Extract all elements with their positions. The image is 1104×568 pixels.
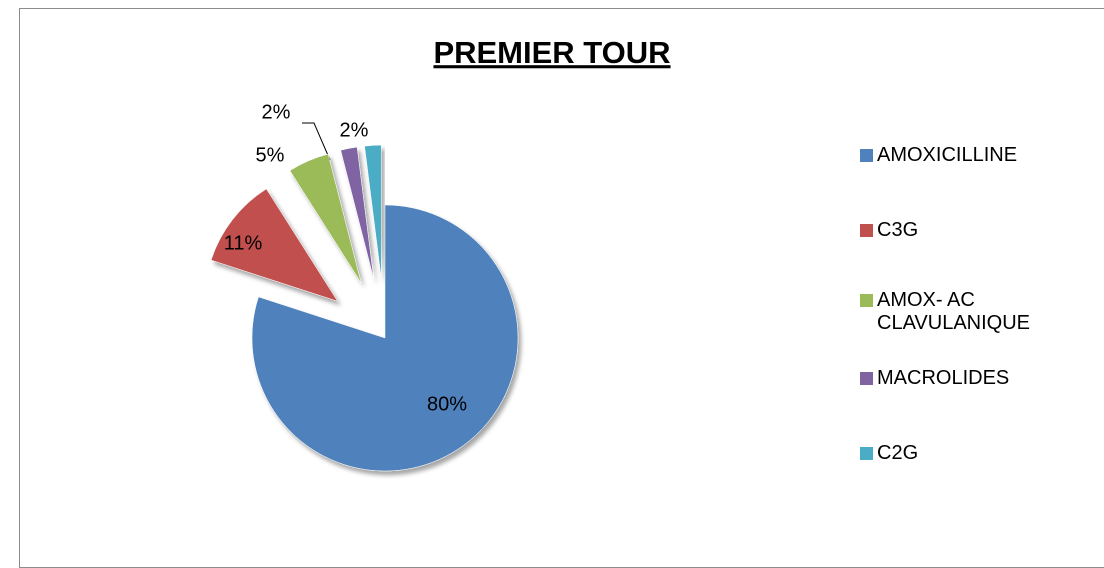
legend-item: AMOXICILLINE [860,144,1096,167]
legend-swatch [860,447,873,460]
legend-swatch [860,149,873,162]
chart: PREMIER TOUR 80% 11% 5% 2% 2% [210,35,671,472]
legend-swatch [860,294,873,307]
leader-line [302,122,331,161]
data-label: 2% [262,101,291,123]
legend-label: MACROLIDES [877,367,1010,389]
page: {"chart_data": {"type": "pie", "title": … [19,8,1104,568]
pie-slice [340,146,375,280]
legend-swatch [860,372,873,385]
data-label: 80% [427,393,467,415]
legend-item: C3G [860,219,1096,242]
legend-label: C3G [877,219,919,241]
pie-slice [289,153,362,284]
legend-label: AMOXICILLINE [877,144,1018,166]
legend-swatch [860,224,873,237]
pie-slice [210,188,339,302]
legend-item: MACROLIDES [860,367,1096,390]
pie-slice [251,204,519,472]
legend-label: AMOX- AC CLAVULANIQUE [877,289,1031,334]
legend-label: C2G [877,442,919,464]
data-label: 11% [224,232,263,254]
legend-item: C2G [860,442,1096,465]
pie-slice [364,144,382,279]
chart-title: PREMIER TOUR [433,35,670,70]
data-label: 2% [340,119,369,141]
legend-item: AMOX- AC CLAVULANIQUE [860,289,1096,335]
data-label: 5% [256,144,285,166]
